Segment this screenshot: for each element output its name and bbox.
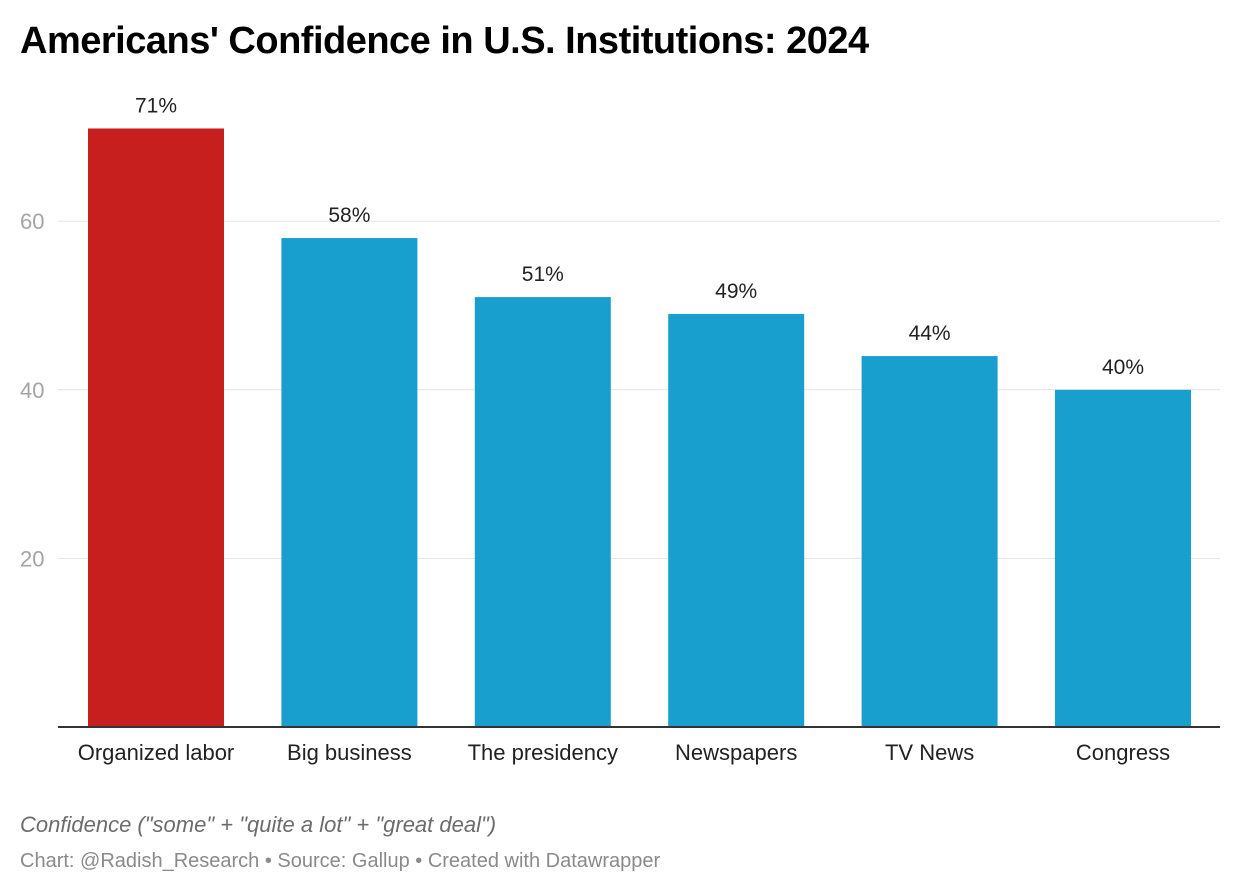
y-tick-label: 20 bbox=[20, 546, 44, 571]
bar-newspapers bbox=[668, 313, 805, 727]
bar-value-label: 71% bbox=[135, 94, 177, 117]
bar-value-label: 44% bbox=[909, 322, 951, 345]
x-category-label: TV News bbox=[885, 740, 974, 765]
x-category-label: The presidency bbox=[468, 740, 618, 765]
chart-credit: Chart: @Radish_Research • Source: Gallup… bbox=[20, 850, 661, 872]
bar-the-presidency bbox=[474, 297, 611, 727]
bar-tv-news bbox=[861, 356, 998, 727]
x-category-label: Big business bbox=[287, 740, 412, 765]
bar-value-label: 51% bbox=[522, 263, 564, 286]
bar-organized-labor bbox=[88, 128, 224, 728]
y-tick-label: 60 bbox=[20, 209, 44, 234]
x-category-label: Congress bbox=[1076, 740, 1170, 765]
chart-title: Americans' Confidence in U.S. Institutio… bbox=[20, 20, 869, 62]
bar-value-label: 49% bbox=[715, 280, 757, 303]
x-category-label: Organized labor bbox=[78, 740, 235, 765]
labels: 71% Organized labor 58% Big business 51% The … bbox=[58, 94, 1220, 765]
bar-value-label: 40% bbox=[1102, 356, 1144, 379]
bar-big-business bbox=[281, 238, 418, 727]
bar-congress bbox=[1055, 389, 1191, 727]
y-tick-label: 40 bbox=[20, 378, 44, 403]
gridlines: 20 40 60 bbox=[20, 209, 1220, 571]
x-category-label: Newspapers bbox=[675, 740, 797, 765]
bar-value-label: 58% bbox=[328, 204, 370, 227]
chart-caption: Confidence ("some" + "quite a lot" + "gr… bbox=[20, 812, 497, 837]
bar-chart: 20 40 60 71% Organized labor 58% Big business… bbox=[20, 94, 1220, 765]
bars bbox=[88, 128, 1191, 728]
